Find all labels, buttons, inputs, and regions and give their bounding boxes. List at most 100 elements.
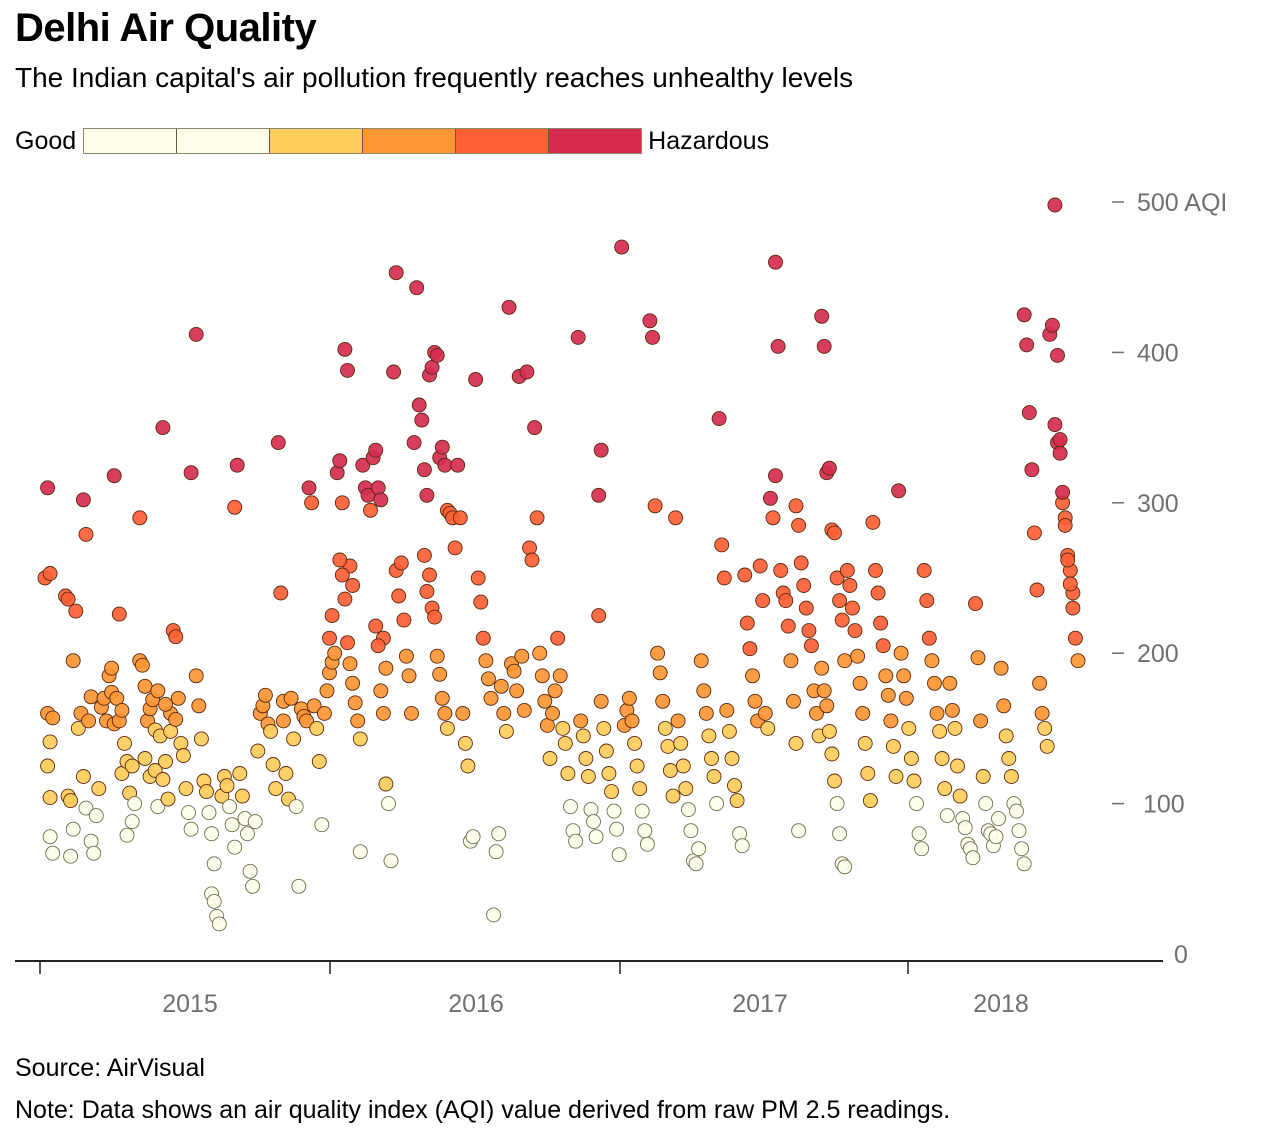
data-point: [921, 630, 937, 646]
data-point: [855, 705, 871, 721]
data-point: [1060, 552, 1076, 568]
data-point: [432, 666, 448, 682]
data-point: [796, 578, 812, 593]
data-point: [832, 593, 848, 609]
data-point: [865, 514, 881, 530]
legend-high-label: Hazardous: [648, 126, 770, 155]
data-point: [842, 578, 858, 593]
data-point: [398, 648, 414, 664]
data-point: [406, 435, 422, 451]
data-point: [483, 690, 499, 706]
data-point: [1034, 705, 1050, 721]
data-point: [327, 645, 343, 661]
data-point: [778, 593, 794, 609]
data-point: [701, 728, 717, 744]
data-point: [552, 668, 568, 684]
data-point: [555, 720, 571, 736]
data-point: [1021, 405, 1037, 421]
data-point: [847, 623, 863, 639]
data-point: [437, 457, 453, 473]
data-point: [429, 347, 445, 363]
legend-swatch-very-unhealthy: [456, 129, 550, 153]
data-point: [155, 420, 171, 436]
data-point: [542, 751, 558, 766]
x-tick-label: 2018: [973, 990, 1029, 1018]
data-point: [829, 570, 845, 586]
data-point: [583, 802, 599, 818]
data-point: [334, 567, 350, 583]
data-point: [245, 878, 261, 894]
legend-swatch-unhealthy-sensitive: [270, 129, 364, 153]
chart-subtitle: The Indian capital's air pollution frequ…: [15, 62, 854, 93]
data-point: [878, 668, 894, 684]
data-point: [460, 758, 476, 774]
data-point: [332, 552, 348, 568]
data-point: [501, 299, 517, 315]
data-point: [104, 660, 120, 676]
data-point: [422, 567, 437, 583]
data-point: [957, 820, 973, 836]
data-point: [1062, 576, 1078, 592]
data-point: [155, 772, 171, 787]
data-point: [944, 702, 960, 718]
data-point: [1016, 307, 1032, 323]
data-point: [650, 645, 666, 661]
data-point: [311, 754, 327, 769]
data-point: [117, 735, 132, 751]
data-point: [1052, 445, 1068, 461]
data-point: [137, 751, 153, 766]
data-point: [183, 821, 199, 837]
data-point: [188, 668, 204, 684]
data-point: [870, 585, 886, 601]
legend-swatch-unhealthy: [363, 129, 457, 153]
data-point: [580, 769, 596, 784]
data-point: [1016, 856, 1032, 872]
data-point: [678, 781, 694, 797]
data-point: [547, 683, 563, 699]
data-point: [83, 689, 99, 705]
data-point: [752, 558, 768, 574]
data-point: [480, 671, 496, 687]
data-point: [673, 735, 689, 751]
data-point: [996, 698, 1012, 714]
data-point: [627, 735, 643, 751]
data-point: [206, 856, 222, 872]
data-point: [45, 710, 61, 726]
data-point: [414, 412, 430, 428]
data-point: [265, 757, 281, 772]
data-point: [873, 615, 889, 631]
data-point: [606, 803, 622, 819]
data-point: [609, 821, 625, 837]
data-point: [409, 280, 425, 296]
data-point: [175, 748, 191, 763]
data-point: [527, 420, 543, 436]
data-point: [411, 397, 427, 413]
data-point: [42, 734, 58, 750]
data-point: [647, 498, 663, 514]
y-tick-label: 300: [1137, 490, 1179, 518]
data-point: [1032, 675, 1048, 691]
data-point: [757, 705, 773, 721]
data-point: [275, 713, 291, 729]
data-point: [919, 593, 935, 609]
data-point: [416, 462, 432, 478]
data-point: [291, 878, 307, 894]
data-point: [809, 705, 824, 721]
data-point: [883, 713, 899, 729]
data-point: [891, 483, 907, 499]
data-point: [324, 608, 340, 624]
data-point: [875, 638, 891, 654]
footnote: Note: Data shows an air quality index (A…: [15, 1096, 951, 1124]
data-point: [973, 713, 989, 729]
data-point: [42, 566, 58, 581]
data-point: [862, 793, 878, 809]
data-point: [593, 693, 609, 709]
data-point: [709, 796, 725, 812]
data-point: [268, 781, 284, 797]
data-point: [468, 372, 484, 387]
data-point: [322, 630, 337, 646]
data-point: [665, 788, 681, 804]
data-point: [345, 675, 361, 691]
legend-swatches: [83, 128, 643, 154]
data-point: [662, 763, 678, 778]
